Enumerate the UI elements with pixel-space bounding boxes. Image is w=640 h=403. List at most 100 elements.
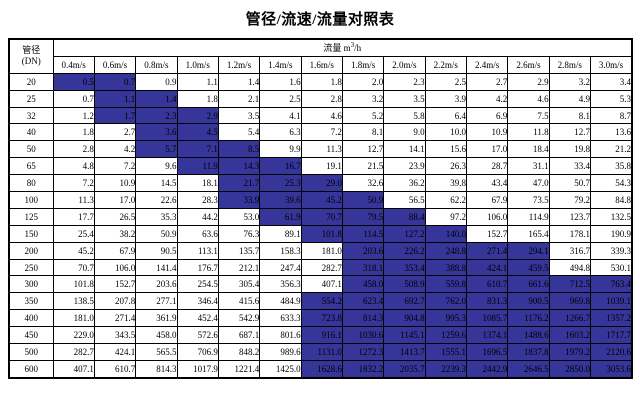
flow-cell-highlighted: 0.5	[52, 72, 95, 91]
flow-cell: 7.5	[507, 106, 550, 125]
speed-column-header: 1.2m/s	[217, 55, 261, 74]
flow-cell: 10.9	[465, 123, 509, 142]
flow-cell: 687.1	[217, 326, 261, 345]
flow-cell: 45.2	[52, 241, 95, 260]
flow-cell: 22.6	[135, 191, 178, 209]
flow-cell-highlighted: 1259.6	[424, 326, 467, 345]
flow-cell: 152.7	[465, 224, 509, 243]
flow-cell: 14.1	[383, 140, 426, 159]
flow-cell-highlighted: 2.3	[135, 106, 178, 125]
flow-cell: 50.7	[548, 174, 591, 193]
flow-cell: 572.6	[176, 326, 219, 345]
flow-cell: 38.2	[93, 224, 137, 243]
flow-cell-highlighted: 559.8	[424, 275, 467, 294]
table-row: 80 7.2 10.9 14.5 18.1 21.7 25.3 29.0 32.6 36.2 39.…	[8, 174, 633, 193]
flow-cell: 50.9	[135, 224, 178, 243]
dn-cell: 100	[8, 191, 54, 209]
flow-cell-highlighted: 712.5	[548, 275, 591, 294]
dn-cell: 40	[8, 123, 54, 142]
flow-cell: 23.9	[383, 157, 426, 176]
flow-cell-highlighted: 723.8	[300, 309, 343, 328]
flow-cell: 4.8	[52, 157, 95, 176]
flow-cell: 97.2	[424, 207, 467, 226]
flow-cell-highlighted: 1488.6	[507, 326, 550, 345]
table-header: 管径 (DN) 流量 m3/h 0.4m/s 0.6m/s 0.8m/s 1.0m/s…	[8, 38, 633, 74]
flow-cell: 343.5	[93, 326, 137, 345]
flow-cell: 1017.9	[176, 359, 219, 379]
flow-cell-highlighted: 29.0	[300, 174, 343, 193]
page-title: 管径/流速/流量对照表	[245, 12, 395, 28]
flow-cell-highlighted: 1837.8	[507, 343, 550, 361]
flow-cell: 132.5	[589, 207, 633, 226]
flow-cell: 10.9	[93, 174, 137, 193]
flow-cell: 56.5	[383, 191, 426, 209]
flow-cell: 32.6	[341, 174, 385, 193]
dn-header-line1: 管径	[22, 45, 41, 56]
flow-cell-highlighted: 1696.5	[465, 343, 509, 361]
flow-cell: 356.3	[259, 275, 302, 294]
speed-column-header: 2.4m/s	[465, 55, 509, 74]
flow-cell-highlighted: 1374.1	[465, 326, 509, 345]
flow-cell-highlighted: 1979.2	[548, 343, 591, 361]
table-row: 350 138.5 207.8 277.1 346.4 415.6 484.9 554.2 62…	[8, 292, 633, 311]
flow-cell: 11.8	[507, 123, 550, 142]
flow-cell: 2.0	[341, 72, 385, 91]
flow-cell: 3.2	[548, 72, 591, 91]
flow-cell-highlighted: 1413.7	[383, 343, 426, 361]
flow-cell: 0.9	[135, 72, 178, 91]
flow-cell: 28.3	[176, 191, 219, 209]
flow-cell: 0.7	[52, 89, 95, 108]
flow-cell: 814.3	[135, 359, 178, 379]
table-row: 150 25.4 38.2 50.9 63.6 76.3 89.1 101.8 114.5 127…	[8, 224, 633, 243]
table-row: 25 0.7 1.1 1.4 1.8 2.1 2.5 2.8 3.2 3.5 3.9 4.2 4.6 4.…	[8, 89, 633, 108]
table-row: 100 11.3 17.0 22.6 28.3 33.9 39.6 45.2 50.9 56.5 6…	[8, 191, 633, 209]
flow-cell-highlighted: 763.4	[589, 275, 633, 294]
flow-cell-highlighted: 2120.6	[589, 343, 633, 361]
flow-cell-highlighted: 0.7	[93, 72, 137, 91]
speed-column-header: 0.8m/s	[135, 55, 178, 74]
dn-cell: 350	[8, 292, 54, 311]
flow-cell: 9.0	[383, 123, 426, 142]
dn-cell: 250	[8, 258, 54, 277]
flow-cell: 316.7	[548, 241, 591, 260]
flow-cell: 407.1	[52, 359, 95, 379]
flow-cell: 10.0	[424, 123, 467, 142]
flow-cell: 8.7	[589, 106, 633, 125]
flow-cell-highlighted: 554.2	[300, 292, 343, 311]
table-row: 500 282.7 424.1 565.5 706.9 848.2 989.6 1131.0 1…	[8, 343, 633, 361]
flow-cell: 114.9	[507, 207, 550, 226]
flow-cell: 101.8	[52, 275, 95, 294]
flow-cell: 633.3	[259, 309, 302, 328]
flow-cell: 415.6	[217, 292, 261, 311]
flow-cell-highlighted: 8.5	[217, 140, 261, 159]
flow-cell: 84.8	[589, 191, 633, 209]
flow-cell: 39.8	[424, 174, 467, 193]
flow-cell: 73.5	[507, 191, 550, 209]
table-body: 20 0.5 0.7 0.9 1.1 1.4 1.6 1.8 2.0 2.3 2.5 2.7 2.9 3.…	[8, 72, 633, 379]
flow-cell: 135.7	[217, 241, 261, 260]
table-row: 200 45.2 67.9 90.5 113.1 135.7 158.3 181.0 203.6…	[8, 241, 633, 260]
flow-cell: 610.7	[93, 359, 137, 379]
flow-cell: 31.1	[507, 157, 550, 176]
flow-cell: 138.5	[52, 292, 95, 311]
flow-cell: 17.0	[465, 140, 509, 159]
flow-cell-highlighted: 1.1	[93, 89, 137, 108]
flow-cell-highlighted: 21.7	[217, 174, 261, 193]
flow-cell: 12.7	[341, 140, 385, 159]
flow-cell: 8.1	[341, 123, 385, 142]
flow-cell: 3.4	[589, 72, 633, 91]
flow-cell: 181.0	[52, 309, 95, 328]
flow-unit-prefix: 流量 m	[323, 43, 351, 54]
flow-cell: 4.2	[465, 89, 509, 108]
flow-cell: 53.0	[217, 207, 261, 226]
flow-cell: 17.0	[93, 191, 137, 209]
flow-cell-highlighted: 1039.1	[589, 292, 633, 311]
flow-cell-highlighted: 127.2	[383, 224, 426, 243]
flow-cell-highlighted: 14.3	[217, 157, 261, 176]
flow-cell: 36.2	[383, 174, 426, 193]
flow-cell: 361.9	[135, 309, 178, 328]
flow-cell-highlighted: 1272.3	[341, 343, 385, 361]
flow-cell: 15.6	[424, 140, 467, 159]
flow-cell: 176.7	[176, 258, 219, 277]
flow-cell: 178.1	[548, 224, 591, 243]
